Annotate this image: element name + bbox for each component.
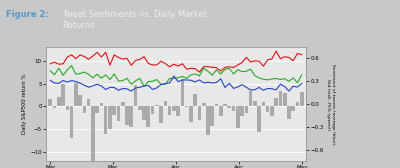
Bar xyxy=(151,107,154,114)
Bar xyxy=(117,107,120,121)
Bar xyxy=(193,94,197,107)
Bar xyxy=(172,107,176,111)
Bar xyxy=(125,107,129,125)
Bar xyxy=(146,107,150,127)
Bar xyxy=(189,107,193,122)
Bar xyxy=(155,105,159,107)
Bar xyxy=(257,107,261,132)
Bar xyxy=(249,91,252,107)
Bar xyxy=(134,85,137,107)
Bar xyxy=(138,107,142,110)
Bar xyxy=(274,97,278,107)
Bar xyxy=(292,107,295,111)
Bar xyxy=(121,102,124,107)
Bar xyxy=(164,101,167,107)
Bar xyxy=(82,107,86,113)
Bar xyxy=(210,107,214,126)
Bar xyxy=(206,107,210,135)
Bar xyxy=(53,107,56,109)
Bar xyxy=(176,107,180,116)
Bar xyxy=(283,93,286,107)
Bar xyxy=(262,102,265,107)
Bar xyxy=(219,107,222,116)
Bar xyxy=(91,107,95,161)
Bar xyxy=(100,103,103,107)
Bar xyxy=(104,107,108,134)
Bar xyxy=(202,103,206,107)
Bar xyxy=(266,107,270,112)
Bar xyxy=(198,107,201,120)
Y-axis label: Daily S&P500 return %: Daily S&P500 return % xyxy=(22,74,28,134)
Bar xyxy=(240,107,244,116)
Bar xyxy=(223,104,227,107)
Bar xyxy=(78,95,82,107)
Bar xyxy=(215,103,218,107)
Bar xyxy=(95,107,99,113)
Bar xyxy=(287,107,291,119)
Bar xyxy=(300,92,304,107)
Bar xyxy=(253,101,257,107)
Y-axis label: Sentiment of tweets (average (blue),
Std (red), 75% (green)): Sentiment of tweets (average (blue), Std… xyxy=(326,64,335,145)
Bar xyxy=(180,79,184,107)
Bar xyxy=(87,98,90,107)
Bar xyxy=(159,107,163,123)
Bar xyxy=(279,91,282,107)
Bar xyxy=(142,107,146,120)
Bar xyxy=(61,84,65,107)
Text: Tweet Sentiments vs. Daily Market
Returns: Tweet Sentiments vs. Daily Market Return… xyxy=(62,10,207,30)
Bar xyxy=(232,107,235,111)
Bar xyxy=(244,107,248,113)
Bar xyxy=(228,107,231,108)
Bar xyxy=(66,107,69,110)
Bar xyxy=(57,97,60,107)
Bar xyxy=(74,83,78,107)
Bar xyxy=(130,107,133,127)
Bar xyxy=(112,107,116,115)
Bar xyxy=(236,107,240,128)
Bar xyxy=(70,107,73,138)
Bar xyxy=(108,107,112,129)
Bar xyxy=(296,102,299,107)
Bar xyxy=(48,99,52,107)
Bar xyxy=(270,107,274,116)
Text: Figure 2:: Figure 2: xyxy=(6,10,49,19)
Bar xyxy=(168,107,172,115)
